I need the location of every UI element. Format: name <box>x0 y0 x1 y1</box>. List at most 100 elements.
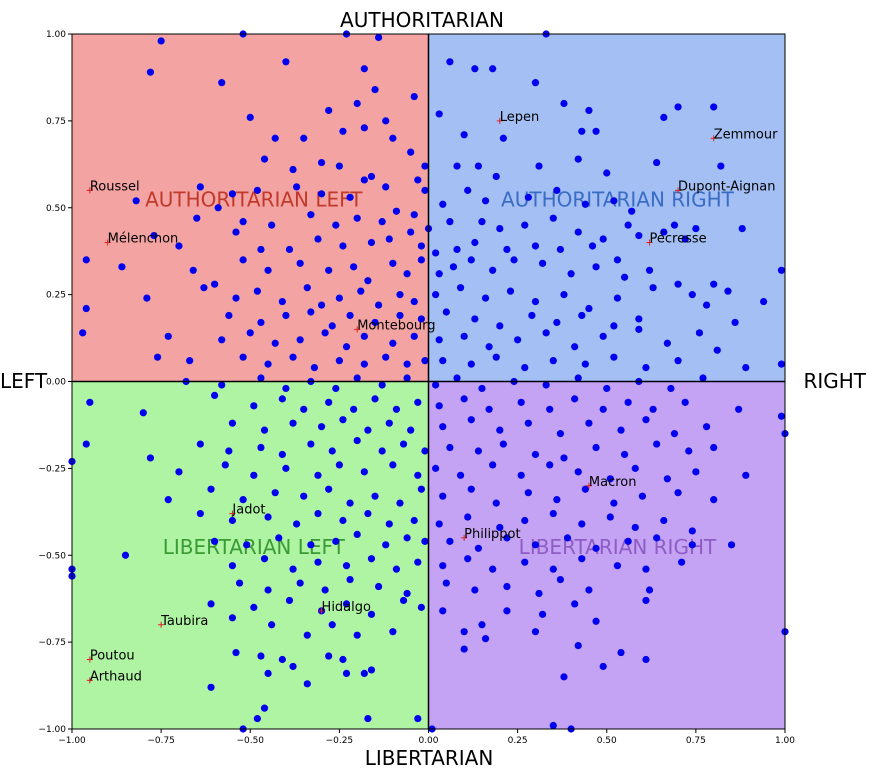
respondent-point <box>553 318 561 327</box>
respondent-point <box>353 530 361 539</box>
respondent-point <box>332 221 340 229</box>
respondent-point <box>439 200 447 208</box>
respondent-point <box>439 357 447 365</box>
respondent-point <box>268 621 276 629</box>
respondent-point <box>196 509 204 518</box>
respondent-point <box>332 384 340 393</box>
respondent-point <box>186 357 194 365</box>
respondent-point <box>645 266 654 274</box>
respondent-point <box>314 235 322 243</box>
respondent-point <box>392 207 401 215</box>
quadrant-bg <box>428 34 785 382</box>
respondent-point <box>531 242 540 250</box>
respondent-point <box>610 353 618 361</box>
respondent-point <box>471 315 479 323</box>
respondent-point <box>403 534 411 542</box>
respondent-point <box>460 332 468 340</box>
respondent-point <box>239 496 247 504</box>
respondent-points <box>68 30 789 733</box>
respondent-point <box>289 353 297 361</box>
respondent-point <box>353 374 361 382</box>
respondent-point <box>371 395 379 403</box>
respondent-point <box>599 235 607 243</box>
respondent-point <box>521 221 529 229</box>
respondent-point <box>617 648 625 657</box>
respondent-point <box>360 360 368 368</box>
respondent-point <box>350 405 358 413</box>
respondent-point <box>310 364 319 372</box>
respondent-point <box>446 58 454 66</box>
respondent-point <box>410 211 418 219</box>
respondent-point <box>214 204 222 212</box>
respondent-point <box>496 426 504 434</box>
respondent-point <box>514 336 522 344</box>
respondent-point <box>353 631 361 639</box>
respondent-point <box>264 586 272 594</box>
respondent-point <box>392 405 401 413</box>
respondent-point <box>342 669 351 678</box>
respondent-point <box>603 384 611 393</box>
respondent-point <box>649 405 657 413</box>
respondent-point <box>592 544 600 552</box>
respondent-point <box>521 558 529 566</box>
respondent-point <box>289 165 297 174</box>
respondent-point <box>157 37 165 45</box>
respondent-point <box>556 430 565 438</box>
respondent-point <box>414 714 422 723</box>
respondent-point <box>713 346 721 354</box>
respondent-point <box>250 471 258 479</box>
respondent-point <box>389 134 397 142</box>
candidate-marker: Zemmour <box>710 127 778 142</box>
respondent-point <box>353 436 361 445</box>
candidate-label: Montebourg <box>357 318 435 333</box>
respondent-point <box>207 683 215 691</box>
respondent-point <box>367 238 376 247</box>
respondent-point <box>710 496 718 504</box>
respondent-point <box>243 541 251 549</box>
respondent-point <box>467 360 475 368</box>
respondent-point <box>221 461 229 469</box>
respondent-point <box>257 652 265 660</box>
respondent-point <box>678 558 686 566</box>
respondent-point <box>613 256 622 264</box>
respondent-point <box>556 245 565 254</box>
respondent-point <box>389 339 397 347</box>
respondent-point <box>592 127 600 135</box>
respondent-point <box>760 297 768 306</box>
respondent-point <box>492 353 500 361</box>
respondent-point <box>510 256 518 264</box>
respondent-point <box>617 426 625 434</box>
respondent-point <box>403 589 411 598</box>
respondent-point <box>321 586 329 594</box>
respondent-point <box>407 426 415 434</box>
respondent-point <box>317 423 326 431</box>
respondent-point <box>681 398 689 406</box>
respondent-point <box>692 468 700 476</box>
respondent-point <box>211 391 219 399</box>
respondent-point <box>414 398 422 406</box>
respondent-point <box>282 58 290 66</box>
respondent-point <box>79 329 87 337</box>
respondent-point <box>592 617 600 625</box>
x-tick-label: 1.00 <box>775 736 795 746</box>
respondent-point <box>410 92 418 101</box>
respondent-point <box>239 218 247 226</box>
respondent-point <box>688 541 696 549</box>
respondent-point <box>471 238 479 247</box>
respondent-point <box>585 106 593 115</box>
respondent-point <box>360 468 368 476</box>
respondent-point <box>246 329 254 337</box>
respondent-point <box>574 642 582 650</box>
respondent-point <box>610 197 618 205</box>
respondent-point <box>481 635 490 643</box>
center-axes <box>72 34 785 729</box>
respondent-point <box>578 520 586 528</box>
respondent-point <box>417 242 425 250</box>
respondent-point <box>585 304 593 313</box>
respondent-point <box>506 287 515 295</box>
y-tick-label: 0.25 <box>46 291 66 301</box>
respondent-point <box>399 596 408 605</box>
respondent-point <box>631 464 639 472</box>
respondent-point <box>560 454 568 462</box>
candidate-label: Roussel <box>90 179 140 194</box>
